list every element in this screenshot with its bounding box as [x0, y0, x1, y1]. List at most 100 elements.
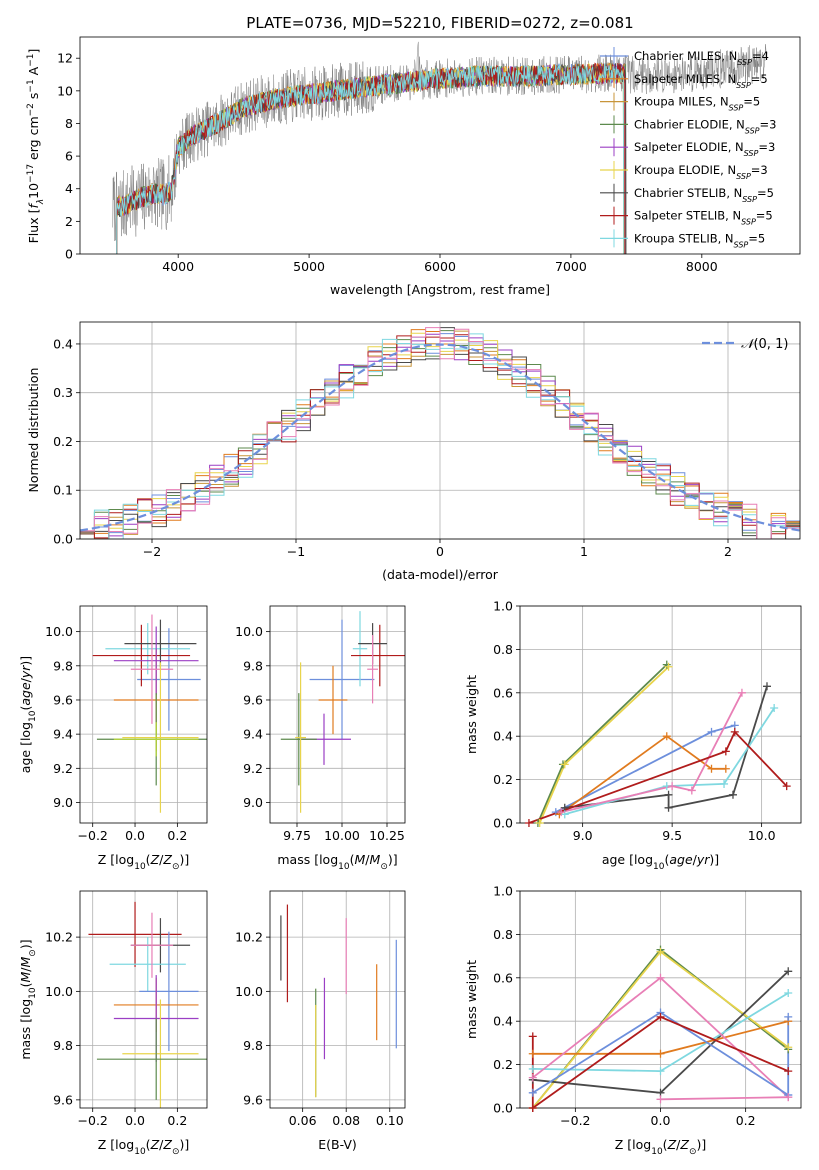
y-axis-label: age [log10(age/yr)]: [18, 656, 38, 773]
plot-area: [80, 327, 800, 539]
weight-marker: [730, 727, 739, 736]
plot-area: [528, 663, 788, 823]
mass-vs-metallicity-panel: −0.2 0.0 0.2 9.6 9.8 10.0 10.2 Z [log10(Z/Z⊙)] m…: [18, 890, 208, 1157]
x-axis-label: wavelength [Angstrom, rest frame]: [330, 282, 550, 297]
model-spectrum-line: [116, 63, 625, 254]
weight-marker: [707, 727, 716, 736]
x-tick-label: 8000: [686, 259, 718, 274]
weight-marker: [656, 973, 665, 982]
weight-marker: [687, 786, 696, 795]
y-tick-label: 12: [57, 51, 73, 66]
normal-curve: [80, 343, 800, 532]
y-tick-label: 0.1: [53, 483, 73, 498]
x-tick-label: 2: [724, 544, 732, 559]
y-tick-label: 1.0: [493, 599, 513, 614]
x-tick-label: 5000: [293, 259, 325, 274]
weight-marker: [535, 819, 544, 827]
x-axis-label: Z [log10(Z/Z⊙)]: [615, 1137, 707, 1157]
x-axis-label: age [log10(age/yr)]: [602, 852, 719, 872]
y-tick-label: 9.4: [53, 727, 73, 742]
weight-line: [528, 730, 788, 823]
x-tick-label: 7000: [555, 259, 587, 274]
weight-marker: [528, 1032, 537, 1041]
weight-marker: [784, 1012, 793, 1021]
y-axis-label: mass weight: [464, 675, 479, 754]
legend-label: Chabrier MILES, NSSP=4: [634, 49, 769, 67]
y-tick-label: 0.2: [53, 434, 73, 449]
legend-label: Chabrier ELODIE, NSSP=3: [634, 117, 776, 135]
plot-area: [112, 41, 768, 254]
y-tick-label: 10.0: [45, 624, 73, 639]
y-tick-label: 0.4: [493, 729, 513, 744]
weight-marker: [668, 782, 677, 791]
y-tick-label: 10.0: [235, 624, 263, 639]
y-tick-label: 0: [65, 247, 73, 262]
x-tick-label: −2: [143, 544, 161, 559]
x-tick-label: 0.08: [332, 1113, 360, 1128]
plot-area: [280, 904, 397, 1098]
weight-line: [537, 663, 668, 823]
y-tick-label: 0.2: [493, 772, 513, 787]
weight-marker: [664, 662, 673, 671]
x-tick-label: 6000: [424, 259, 456, 274]
weight-marker: [528, 1049, 537, 1058]
weight-marker: [528, 1064, 537, 1073]
x-tick-label: 0.2: [167, 1113, 187, 1128]
weight-marker: [656, 1067, 665, 1076]
y-tick-label: 9.2: [243, 761, 263, 776]
y-tick-label: 4: [65, 181, 73, 196]
x-tick-label: 9.0: [573, 828, 593, 843]
y-tick-label: 0.0: [53, 532, 73, 547]
x-axis-label: Z [log10(Z/Z⊙)]: [98, 852, 190, 872]
weight-line: [558, 735, 726, 816]
axes-frame: [269, 890, 406, 1109]
y-tick-label: 10.0: [235, 984, 263, 999]
x-tick-label: 0.0: [125, 1113, 145, 1128]
weight-line: [538, 666, 670, 823]
y-tick-label: 0.0: [493, 1101, 513, 1116]
weight-marker: [528, 1073, 537, 1082]
axes-frame: [79, 890, 208, 1109]
weight-marker: [782, 782, 791, 791]
weight-marker: [737, 688, 746, 697]
legend-label: Kroupa STELIB, NSSP=5: [634, 231, 765, 249]
y-tick-label: 0.3: [53, 385, 73, 400]
y-tick-label: 10.2: [45, 930, 73, 945]
weight-marker: [557, 808, 566, 817]
weight-line: [660, 1096, 789, 1101]
legend-label: Salpeter ELODIE, NSSP=3: [634, 140, 775, 158]
x-tick-label: −0.2: [78, 828, 108, 843]
weight-marker: [528, 1104, 537, 1112]
x-tick-label: 0.0: [125, 828, 145, 843]
weight-marker: [770, 703, 779, 712]
y-tick-label: 9.8: [243, 1038, 263, 1053]
y-tick-label: 9.8: [243, 658, 263, 673]
weight-marker: [656, 1095, 665, 1104]
x-tick-label: −1: [287, 544, 305, 559]
y-axis-label: Flux [fλ10−17 erg cm−2 s−1 A−1]: [26, 49, 46, 244]
y-tick-label: 8: [65, 116, 73, 131]
weight-marker: [728, 790, 737, 799]
x-tick-label: 1: [580, 544, 588, 559]
weight-marker: [524, 819, 533, 827]
weight-marker: [707, 764, 716, 773]
x-tick-label: 9.75: [283, 828, 311, 843]
y-tick-label: 0.4: [493, 1014, 513, 1029]
y-tick-label: 0.4: [53, 336, 73, 351]
x-axis-label: (data-model)/error: [382, 567, 499, 582]
weight-marker: [784, 988, 793, 997]
figure-title: PLATE=0736, MJD=52210, FIBERID=0272, z=0…: [246, 14, 633, 32]
y-tick-label: 9.4: [243, 727, 263, 742]
y-tick-label: 9.2: [53, 761, 73, 776]
x-axis-label: E(B-V): [318, 1137, 357, 1152]
plot-area: [280, 611, 405, 813]
y-tick-label: 9.8: [53, 658, 73, 673]
y-tick-label: 0.6: [493, 970, 513, 985]
x-tick-label: 0: [436, 544, 444, 559]
mass-vs-ebv-panel: 0.06 0.08 0.10 9.6 9.8 10.0 10.2 E(B-V): [235, 890, 406, 1152]
weight-marker: [784, 1043, 793, 1052]
spectrum-legend: Chabrier MILES, NSSP=4 Salpeter MILES, NS…: [600, 47, 776, 249]
y-axis-label: mass weight: [464, 960, 479, 1039]
x-tick-label: 0.0: [651, 1113, 671, 1128]
